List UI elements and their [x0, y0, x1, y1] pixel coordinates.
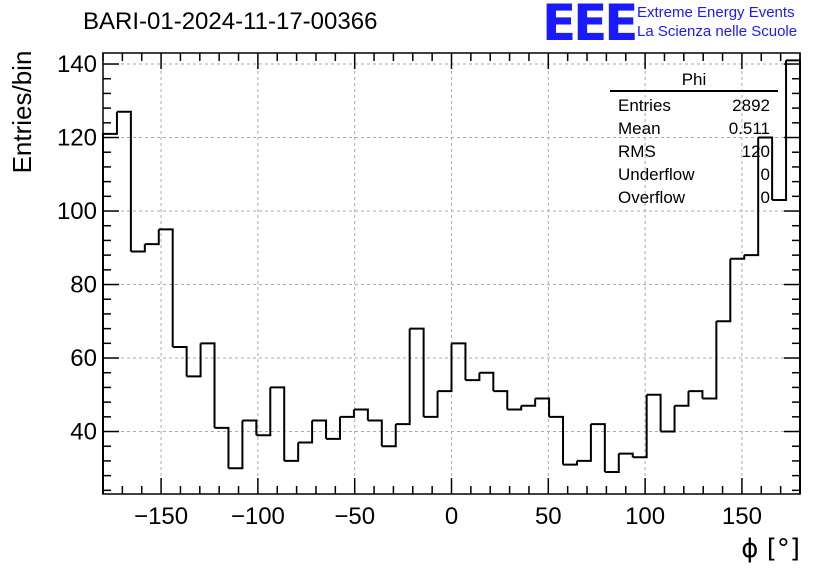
histogram-bin [576, 424, 592, 462]
x-tick-label: 100 [625, 503, 665, 530]
histogram-bin [744, 137, 760, 257]
histogram-bin [395, 328, 411, 426]
histogram-bin [563, 460, 578, 466]
histogram-bin [730, 255, 746, 260]
y-tick-label: 100 [57, 198, 97, 225]
histogram-bin [284, 442, 300, 462]
x-axis-label: ϕ [°] [741, 534, 800, 564]
logo-caption-line1: Extreme Energy Events [637, 4, 795, 21]
histogram-bin [451, 342, 467, 381]
histogram-bin [590, 423, 606, 472]
y-tick-label: 60 [70, 345, 97, 372]
y-tick-label: 80 [70, 272, 97, 299]
stats-label: Overflow [618, 188, 686, 207]
histogram-bin [758, 136, 774, 200]
histogram-bin [618, 452, 634, 458]
histogram-bin [353, 408, 369, 421]
chart-title: BARI-01-2024-11-17-00366 [83, 8, 378, 35]
histogram-bin [326, 416, 341, 440]
histogram-bin [674, 391, 690, 407]
x-tick-label: −50 [334, 503, 375, 530]
y-tick-labels: 40 60 80 100 120 140 [57, 51, 97, 446]
stats-label: Entries [618, 96, 671, 115]
stats-value: 120 [741, 142, 770, 161]
histogram-bin [144, 229, 160, 246]
histogram-bin [116, 110, 132, 252]
histogram-bin [604, 453, 620, 473]
stats-row-rms: RMS 120 [610, 140, 778, 163]
stats-label: Underflow [618, 165, 695, 184]
y-tick-label: 40 [70, 419, 97, 446]
stats-label: Mean [618, 119, 661, 138]
histogram-bin [772, 60, 788, 201]
histogram-bin [493, 390, 509, 410]
stats-row-mean: Mean 0.511 [610, 117, 778, 140]
eee-logo: EEE [542, 0, 638, 52]
histogram-bin [312, 419, 328, 439]
histogram-bin [172, 346, 188, 377]
x-tick-label: 50 [535, 503, 562, 530]
histogram-bin [716, 258, 732, 323]
axis-ticks [102, 53, 801, 494]
histogram-bin [688, 390, 704, 399]
histogram-bin [214, 426, 230, 469]
histogram-bin [521, 398, 537, 407]
histogram-bin [102, 111, 118, 494]
histogram-bin [465, 372, 481, 382]
histogram-bin [632, 394, 648, 459]
histogram-bin [381, 424, 397, 448]
histogram-bars [102, 59, 801, 494]
x-tick-label: 0 [445, 503, 458, 530]
stats-value: 0 [760, 188, 770, 207]
stats-box: Phi Entries 2892 Mean 0.511 RMS 120 Unde… [610, 70, 778, 209]
logo-caption: Extreme Energy Events La Scienza nelle S… [637, 3, 797, 41]
histogram-bin [186, 343, 202, 378]
histogram-bin [130, 244, 146, 253]
stats-value: 0.511 [728, 119, 770, 138]
histogram-bin [535, 397, 551, 417]
x-tick-labels: −150 −100 −50 0 50 100 150 [134, 503, 762, 530]
y-tick-label: 140 [57, 51, 97, 78]
histogram-bin [660, 405, 676, 433]
stats-row-entries: Entries 2892 [610, 94, 778, 117]
histogram-bin [409, 327, 425, 417]
stats-title: Phi [681, 70, 707, 89]
histogram-bin [242, 419, 258, 436]
histogram-bin [437, 343, 453, 393]
logo-caption-line2: La Scienza nelle Scuole [637, 23, 798, 40]
x-tick-label: −150 [134, 503, 188, 530]
histogram-bin [786, 59, 801, 494]
x-tick-label: −100 [231, 503, 285, 530]
stats-value: 2892 [732, 96, 770, 115]
stats-label: RMS [618, 142, 656, 161]
histogram-bin [339, 409, 355, 418]
histogram-bin [158, 228, 174, 347]
x-tick-label: 150 [722, 503, 762, 530]
histogram-bin [298, 420, 314, 444]
stats-value: 0 [760, 165, 770, 184]
histogram-bin [549, 415, 565, 465]
histogram-bin [702, 321, 718, 400]
histogram-bin [646, 393, 662, 432]
histogram-bin [423, 391, 439, 418]
stats-row-overflow: Overflow 0 [610, 186, 778, 209]
y-axis-label: Entries/bin [7, 51, 37, 174]
histogram-bin [228, 420, 244, 470]
histogram-bin [479, 371, 495, 392]
stats-divider [610, 90, 778, 92]
histogram-bin [270, 386, 286, 461]
histogram-bin [507, 405, 523, 411]
histogram-bin [367, 419, 383, 447]
y-tick-label: 120 [57, 125, 97, 152]
stats-row-underflow: Underflow 0 [610, 163, 778, 186]
histogram-bin [256, 387, 272, 437]
histogram-bin [200, 342, 216, 428]
